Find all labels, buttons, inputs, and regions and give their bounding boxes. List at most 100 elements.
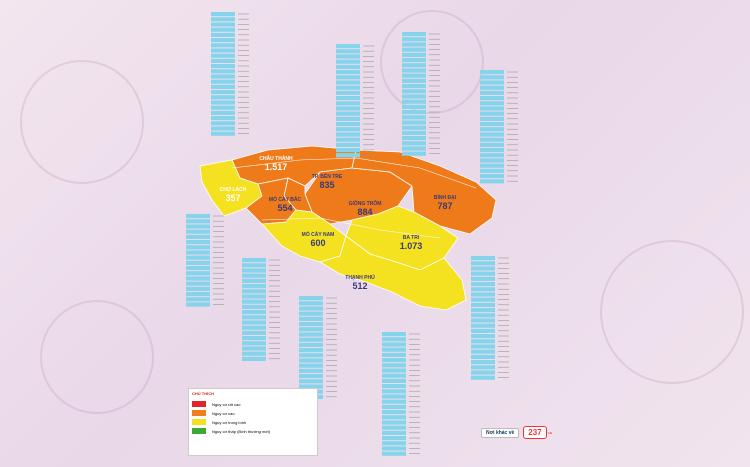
region-value: 1.073 bbox=[399, 241, 423, 251]
commune-row bbox=[186, 214, 210, 219]
commune-row bbox=[211, 17, 235, 22]
commune-row bbox=[242, 299, 266, 304]
commune-row bbox=[402, 125, 426, 130]
commune-row bbox=[471, 344, 495, 349]
commune-row bbox=[471, 339, 495, 344]
commune-row bbox=[402, 52, 426, 57]
commune-row bbox=[186, 240, 210, 245]
label-cho-lach: CHỢ LÁCH 357 bbox=[218, 187, 248, 203]
virus-decoration-2 bbox=[600, 240, 744, 384]
commune-row bbox=[336, 59, 360, 64]
commune-row bbox=[186, 245, 210, 250]
commune-row bbox=[211, 38, 235, 43]
commune-row bbox=[242, 294, 266, 299]
commune-row bbox=[382, 425, 406, 430]
commune-row bbox=[402, 146, 426, 151]
commune-row bbox=[211, 131, 235, 136]
commune-row bbox=[186, 266, 210, 271]
legend-label: Nguy cơ rất cao bbox=[212, 401, 241, 407]
commune-row bbox=[336, 80, 360, 85]
commune-row bbox=[480, 127, 504, 132]
commune-row bbox=[471, 292, 495, 297]
commune-row bbox=[211, 74, 235, 79]
commune-row bbox=[186, 224, 210, 229]
commune-row bbox=[382, 451, 406, 456]
commune-row bbox=[336, 106, 360, 111]
region-value: 884 bbox=[357, 207, 373, 217]
commune-row bbox=[186, 286, 210, 291]
commune-row bbox=[186, 271, 210, 276]
commune-row bbox=[402, 110, 426, 115]
other-origin-unit: ca bbox=[547, 430, 552, 435]
commune-row bbox=[471, 271, 495, 276]
commune-row bbox=[480, 116, 504, 121]
commune-row bbox=[471, 370, 495, 375]
commune-row bbox=[299, 379, 323, 384]
commune-row bbox=[402, 42, 426, 47]
legend-swatch bbox=[192, 410, 206, 416]
commune-row bbox=[382, 441, 406, 446]
commune-row bbox=[402, 32, 426, 37]
region-value: 512 bbox=[352, 281, 368, 291]
commune-row bbox=[402, 151, 426, 156]
region-value: 835 bbox=[319, 180, 335, 190]
commune-row bbox=[336, 111, 360, 116]
legend-item: Nguy cơ trung bình bbox=[192, 419, 314, 425]
commune-row bbox=[186, 297, 210, 302]
commune-row bbox=[336, 75, 360, 80]
commune-row bbox=[471, 334, 495, 339]
commune-row bbox=[480, 142, 504, 147]
commune-row bbox=[336, 153, 360, 158]
label-thanh-phu: THẠNH PHÚ 512 bbox=[340, 275, 380, 291]
commune-row bbox=[402, 63, 426, 68]
commune-row bbox=[480, 174, 504, 179]
commune-row bbox=[242, 320, 266, 325]
commune-row bbox=[382, 420, 406, 425]
commune-row bbox=[382, 410, 406, 415]
commune-row bbox=[211, 69, 235, 74]
commune-row bbox=[480, 168, 504, 173]
commune-row bbox=[480, 132, 504, 137]
commune-row bbox=[242, 310, 266, 315]
other-origin-counter: Nơi khác về 237 ca bbox=[481, 426, 552, 439]
commune-row bbox=[211, 116, 235, 121]
commune-row bbox=[480, 158, 504, 163]
commune-row bbox=[211, 84, 235, 89]
commune-row bbox=[336, 142, 360, 147]
commune-row bbox=[382, 332, 406, 337]
commune-row bbox=[471, 375, 495, 380]
commune-table-blocks bbox=[186, 12, 518, 456]
commune-row bbox=[211, 95, 235, 100]
commune-row bbox=[242, 346, 266, 351]
region-name: CHỢ LÁCH bbox=[219, 187, 247, 193]
commune-row bbox=[186, 292, 210, 297]
commune-row bbox=[336, 64, 360, 69]
commune-row bbox=[382, 384, 406, 389]
commune-row bbox=[471, 349, 495, 354]
commune-row bbox=[480, 85, 504, 90]
other-origin-label: Nơi khác về bbox=[481, 427, 520, 438]
commune-row bbox=[480, 111, 504, 116]
region-name: MỎ CÀY BẮC bbox=[268, 197, 302, 203]
commune-row bbox=[242, 356, 266, 361]
legend-label: Nguy cơ cao bbox=[212, 410, 235, 416]
legend-item: Nguy cơ thấp (Bình thường mới) bbox=[192, 428, 314, 434]
commune-row bbox=[299, 358, 323, 363]
commune-row bbox=[480, 90, 504, 95]
commune-row bbox=[336, 54, 360, 59]
commune-row bbox=[382, 436, 406, 441]
commune-row bbox=[382, 446, 406, 451]
region-binh-dai[interactable] bbox=[351, 149, 497, 235]
commune-row bbox=[480, 153, 504, 158]
legend-title: CHÚ THÍCH bbox=[192, 391, 214, 396]
commune-row bbox=[211, 90, 235, 95]
commune-row bbox=[211, 121, 235, 126]
legend: CHÚ THÍCH Nguy cơ rất cao Nguy cơ cao Ng… bbox=[188, 388, 318, 456]
virus-decoration-1 bbox=[20, 60, 144, 184]
commune-row bbox=[299, 374, 323, 379]
commune-row bbox=[242, 325, 266, 330]
commune-row bbox=[480, 96, 504, 101]
commune-row bbox=[471, 308, 495, 313]
region-thanh-phu[interactable] bbox=[319, 235, 467, 311]
commune-row bbox=[471, 282, 495, 287]
